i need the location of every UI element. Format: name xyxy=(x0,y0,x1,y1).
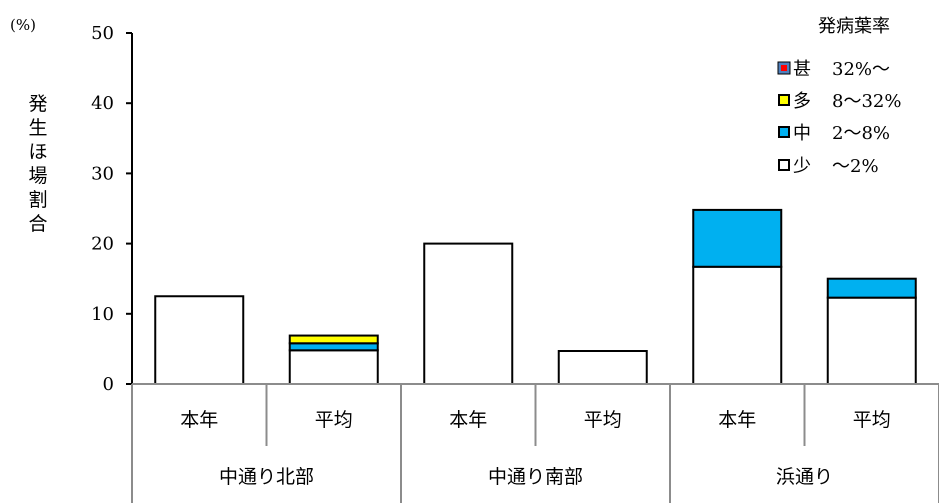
legend-marker xyxy=(778,126,790,138)
legend-label: 甚 xyxy=(793,59,811,80)
legend-label: 少 xyxy=(793,156,811,177)
category-label: 平均 xyxy=(584,409,622,431)
y-tick-label: 30 xyxy=(91,163,114,184)
y-axis-label-char: 発 xyxy=(28,93,47,115)
bar-segment xyxy=(692,265,783,385)
legend-label: 中 xyxy=(793,123,811,144)
bars xyxy=(154,208,917,386)
legend-label: 多 xyxy=(793,91,811,112)
legend: 発病葉率 甚 32%～ 多 8～32% 中 2～8% 少 ～2% xyxy=(777,16,901,177)
legend-marker-inner xyxy=(781,65,787,71)
category-label: 平均 xyxy=(315,409,353,431)
y-axis-label-char: ほ xyxy=(28,141,47,163)
bar-segment xyxy=(423,242,514,385)
bar-segment xyxy=(288,342,379,352)
legend-range: 2～8% xyxy=(832,123,890,144)
group-label: 中通り南部 xyxy=(488,466,583,488)
legend-range: ～2% xyxy=(832,156,879,177)
category-label: 平均 xyxy=(853,409,891,431)
legend-title: 発病葉率 xyxy=(818,16,890,37)
category-label: 本年 xyxy=(180,409,218,431)
y-axis-label-char: 場 xyxy=(28,165,47,187)
legend-range: 8～32% xyxy=(832,91,901,112)
bar-segment xyxy=(288,334,379,345)
bar-segment xyxy=(557,350,648,386)
category-label: 本年 xyxy=(718,409,756,431)
y-tick-label: 50 xyxy=(91,23,114,44)
legend-range: 32%～ xyxy=(832,59,890,80)
category-label: 本年 xyxy=(449,409,487,431)
legend-marker xyxy=(778,159,790,171)
group-label: 浜通り xyxy=(776,466,833,488)
bar-segment xyxy=(692,208,783,268)
y-axis: 0 10 20 30 40 50 xyxy=(91,23,133,395)
bar-segment xyxy=(288,349,379,385)
bar-segment xyxy=(826,277,917,299)
legend-marker xyxy=(778,94,790,106)
y-tick-label: 10 xyxy=(91,304,114,325)
y-axis-label-char: 合 xyxy=(28,213,47,235)
y-axis-label-char: 生 xyxy=(28,117,47,139)
group-label: 中通り北部 xyxy=(219,466,314,488)
unit-label: (%) xyxy=(10,16,36,34)
y-tick-label: 40 xyxy=(91,93,114,114)
y-tick-label: 20 xyxy=(91,234,114,255)
y-axis-label-char: 割 xyxy=(28,189,47,211)
bar-segment xyxy=(826,296,917,385)
bar-segment xyxy=(154,295,245,385)
y-tick-label: 0 xyxy=(103,374,114,395)
